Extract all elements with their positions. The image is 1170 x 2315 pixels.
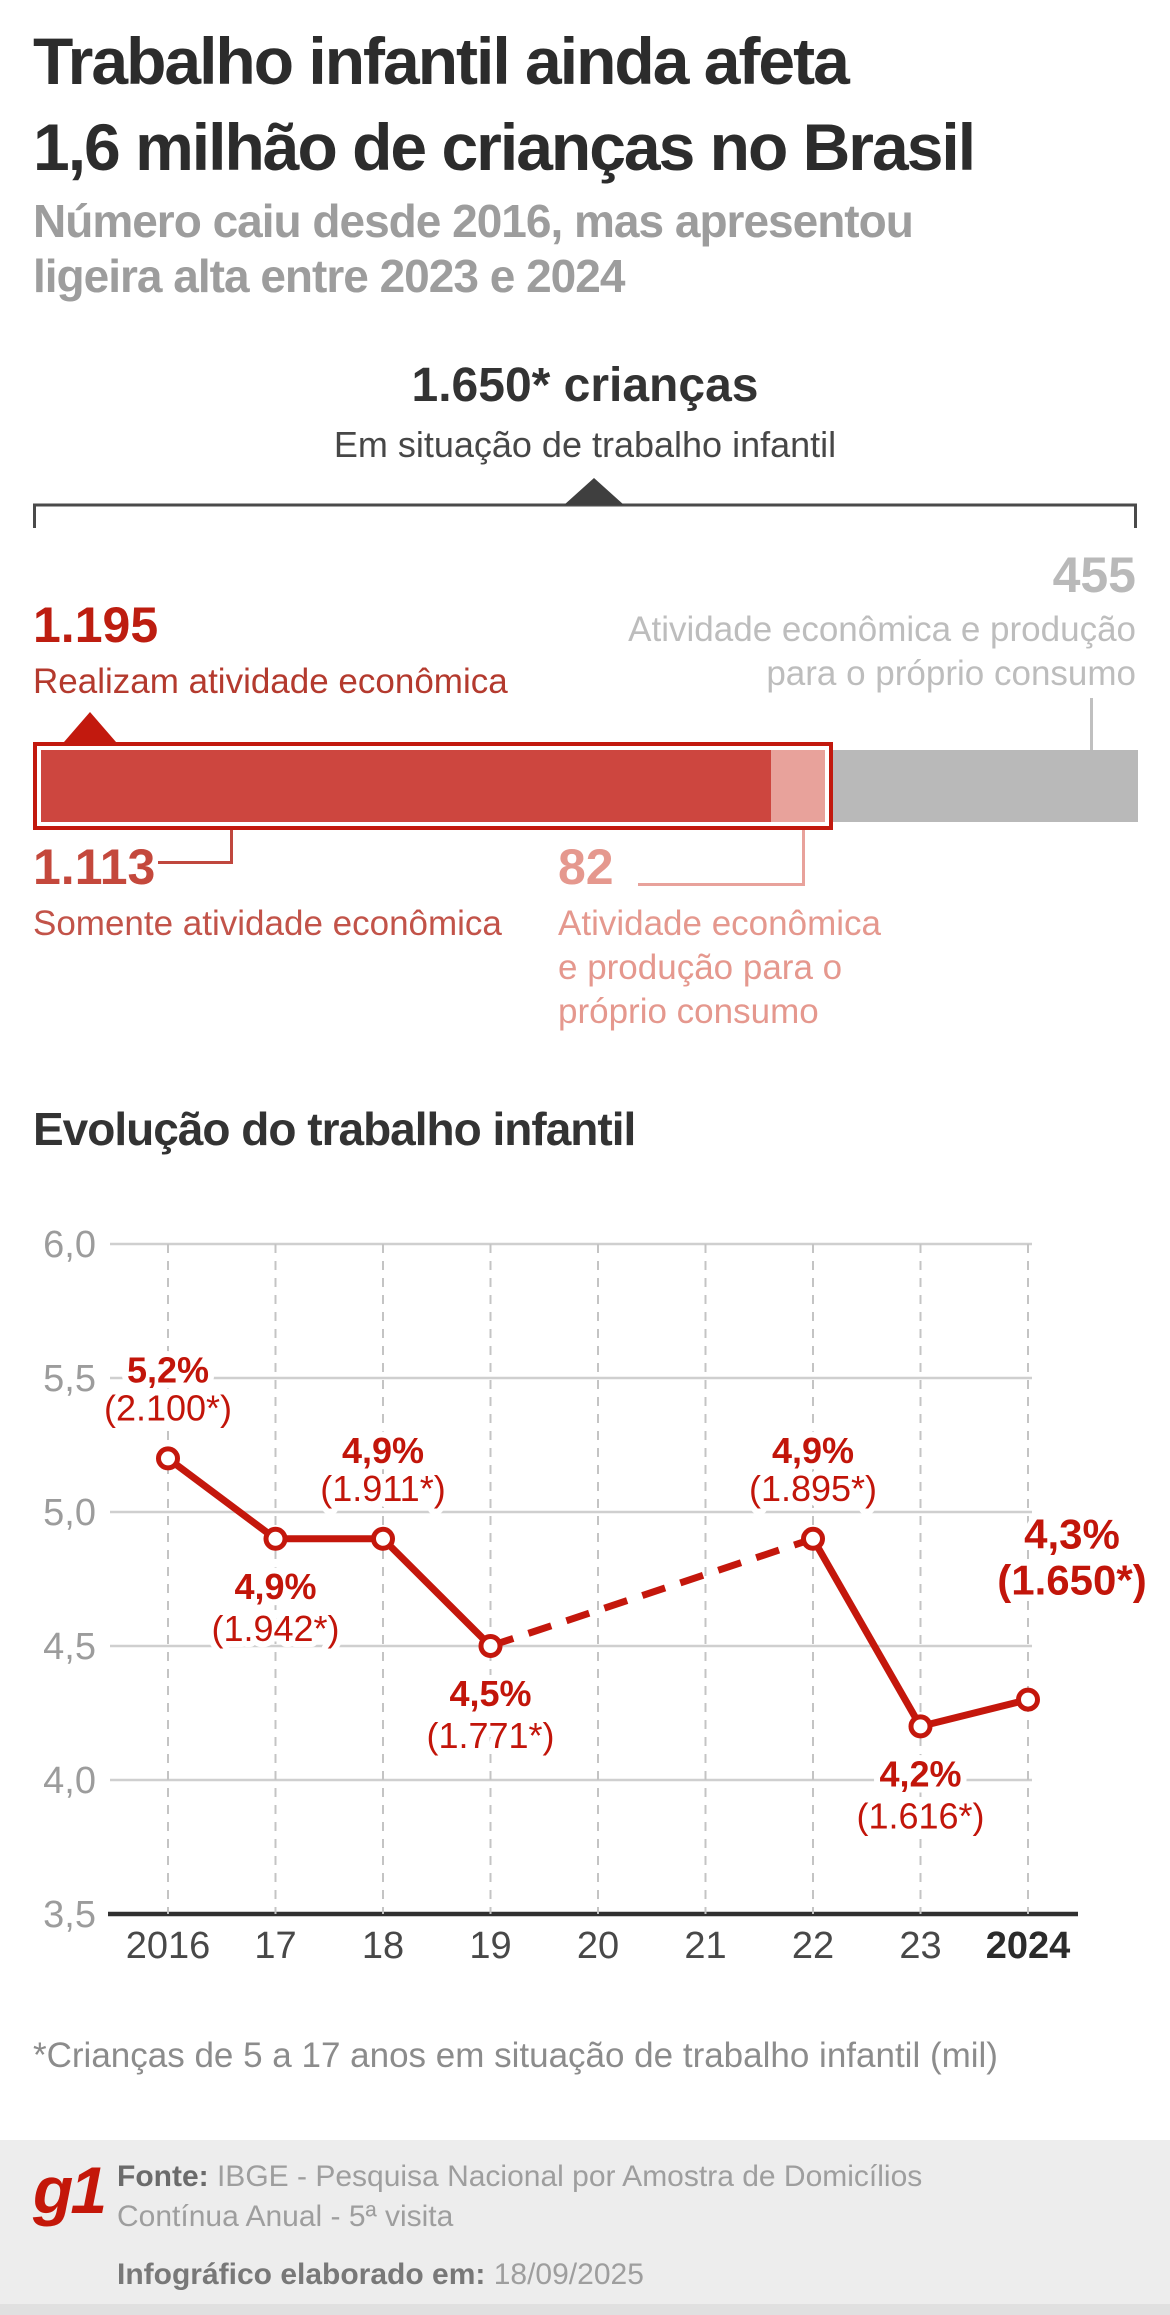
both-label-line3: próprio consumo xyxy=(558,992,819,1031)
bar-segment-only-economic xyxy=(41,750,772,822)
only-economic-connector-h xyxy=(158,861,233,864)
data-label-pct: 5,2% xyxy=(127,1349,209,1390)
data-label-pct: 4,5% xyxy=(449,1673,531,1714)
data-label-abs: (2.100*) xyxy=(104,1387,232,1428)
bar-segment-own-consumption xyxy=(833,750,1138,822)
total-children-value: 1.650* crianças xyxy=(411,359,759,412)
data-label-abs: (1.616*) xyxy=(856,1795,984,1836)
year-label: 22 xyxy=(792,1925,834,1967)
data-label-pct: 4,9% xyxy=(772,1430,854,1471)
year-label: 20 xyxy=(577,1925,619,1967)
year-label: 18 xyxy=(362,1925,404,1967)
data-point-marker xyxy=(156,1446,180,1471)
data-label-pct: 4,2% xyxy=(879,1753,961,1794)
bottom-edge-strip xyxy=(0,2304,1170,2315)
footer-made-label: Infográfico elaborado em: xyxy=(117,2258,486,2291)
year-label: 2016 xyxy=(126,1925,211,1967)
only-economic-connector-v xyxy=(230,830,233,864)
chart-title: Evolução do trabalho infantil xyxy=(33,1103,636,1155)
footer-made-date: 18/09/2025 xyxy=(485,2258,644,2291)
bracket xyxy=(33,478,1137,528)
both-label: Atividade econômica e produção para o próp… xyxy=(558,902,881,1034)
footer-source-label: Fonte: xyxy=(117,2160,209,2193)
page-title-line2: 1,6 milhão de crianças no Brasil xyxy=(33,110,976,184)
data-label-abs: (1.771*) xyxy=(426,1715,554,1756)
year-label: 23 xyxy=(899,1925,941,1967)
bracket-line xyxy=(33,503,1137,528)
trend-line-solid xyxy=(380,1536,493,1649)
bar-segment-economic-and-consumption xyxy=(771,750,825,822)
data-label-abs: (1.942*) xyxy=(211,1608,339,1649)
own-consumption-value: 455 xyxy=(1052,547,1136,603)
trend-line-solid xyxy=(919,1696,1029,1730)
own-consumption-connector xyxy=(1090,698,1093,750)
page-title-line1: Trabalho infantil ainda afeta xyxy=(33,24,850,98)
data-point-marker xyxy=(371,1526,395,1551)
footer-made-line: Infográfico elaborado em: 18/09/2025 xyxy=(117,2256,644,2294)
trend-line-dashed xyxy=(489,1535,815,1650)
data-point-marker xyxy=(908,1714,933,1739)
page-title: Trabalho infantil ainda afeta 1,6 milhão … xyxy=(33,18,1143,190)
only-economic-label: Somente atividade econômica xyxy=(33,904,502,943)
only-economic-value: 1.113 xyxy=(33,839,156,895)
y-tick-label: 5,0 xyxy=(43,1492,96,1534)
footer: g1 Fonte: IBGE - Pesquisa Nacional por A… xyxy=(0,2140,1170,2315)
data-point-marker xyxy=(1016,1687,1040,1712)
footer-source-line1: Fonte: IBGE - Pesquisa Nacional por Amos… xyxy=(117,2158,922,2196)
economic-pointer-triangle xyxy=(64,712,116,742)
data-label-pct: 4,3% xyxy=(1024,1511,1120,1558)
chart-footnote: *Crianças de 5 a 17 anos em situação de … xyxy=(33,2036,998,2075)
page-subtitle: Número caiu desde 2016, mas apresentou li… xyxy=(33,194,1143,304)
trend-line-solid xyxy=(809,1537,924,1729)
economic-activity-label: Realizam atividade econômica xyxy=(33,662,508,701)
data-point-marker xyxy=(478,1634,503,1658)
footer-source-text: IBGE - Pesquisa Nacional por Amostra de … xyxy=(208,2160,923,2193)
y-tick-label: 4,0 xyxy=(43,1760,96,1802)
economic-activity-value: 1.195 xyxy=(33,597,159,653)
trend-line-solid xyxy=(165,1455,278,1542)
both-connector-h xyxy=(638,883,805,886)
footer-source-line2: Contínua Anual - 5ª visita xyxy=(117,2200,454,2233)
data-label-abs: (1.911*) xyxy=(320,1468,445,1509)
year-label: 19 xyxy=(469,1925,511,1967)
evolution-chart: 6,0 5,5 5,0 4,5 4,0 3,5 2016 17 18 19 20 21 22 23 2024… xyxy=(43,1224,1153,1967)
bar-economic-total xyxy=(33,742,833,830)
own-consumption-label-line2: para o próprio consumo xyxy=(766,654,1136,693)
both-label-line2: e produção para o xyxy=(558,948,843,987)
year-label: 17 xyxy=(254,1925,296,1967)
y-tick-label: 6,0 xyxy=(43,1224,96,1266)
y-tick-label: 3,5 xyxy=(43,1894,96,1936)
page-subtitle-line2: ligeira alta entre 2023 e 2024 xyxy=(33,250,625,302)
page-subtitle-line1: Número caiu desde 2016, mas apresentou xyxy=(33,195,914,247)
year-label: 21 xyxy=(684,1925,726,1967)
both-value: 82 xyxy=(558,839,614,895)
both-label-line1: Atividade econômica xyxy=(558,904,881,943)
data-point-marker xyxy=(801,1526,825,1551)
data-label-pct: 4,9% xyxy=(342,1430,424,1471)
own-consumption-label: Atividade econômica e produção para o pró… xyxy=(628,608,1136,696)
both-connector-v xyxy=(802,830,805,886)
own-consumption-label-line1: Atividade econômica e produção xyxy=(628,610,1136,649)
data-label-pct: 4,9% xyxy=(234,1566,316,1607)
data-point-marker xyxy=(263,1526,288,1551)
y-tick-label: 4,5 xyxy=(43,1626,96,1668)
bracket-pointer-triangle xyxy=(564,478,624,505)
y-tick-label: 5,5 xyxy=(43,1358,96,1400)
data-label-abs: (1.650*) xyxy=(997,1557,1146,1604)
g1-logo: g1 xyxy=(33,2153,107,2227)
total-children-label: Em situação de trabalho infantil xyxy=(333,424,837,465)
data-label-abs: (1.895*) xyxy=(749,1468,877,1509)
year-label: 2024 xyxy=(986,1925,1071,1967)
